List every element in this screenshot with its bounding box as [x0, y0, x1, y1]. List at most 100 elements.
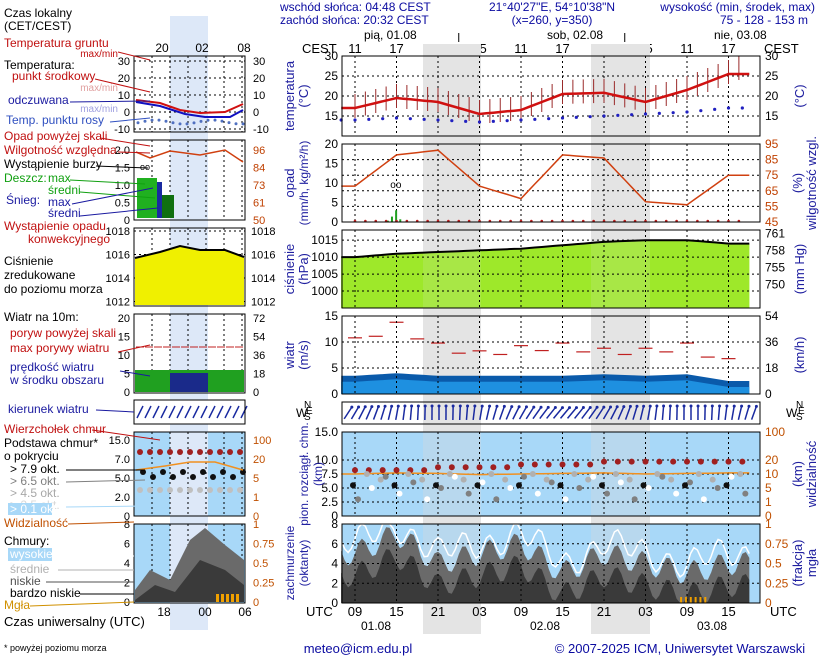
wind-arrow-head — [357, 405, 361, 409]
mini-cloud-top — [187, 449, 193, 455]
cover-tick-left: 6 — [331, 537, 338, 551]
day-label: sob, 02.08 — [547, 28, 603, 42]
cest-label-right: CEST — [764, 41, 799, 56]
cloud-top-point — [393, 467, 400, 474]
cloud-base-point — [479, 479, 486, 486]
pressure-axis-title: ciśnienie — [282, 244, 297, 295]
cloud-top-point — [462, 464, 469, 471]
cloud-top-point — [518, 461, 524, 468]
legend-temperature: Temperatura: — [4, 58, 75, 72]
cloud-base-point — [682, 482, 688, 489]
mini-cloud-base — [220, 469, 226, 475]
mini-pressure-tick-right: 1012 — [251, 297, 275, 309]
mini-cover-tick: 8 — [124, 519, 130, 531]
wind-arrow-head — [642, 404, 646, 408]
mini-dewpoint-point — [213, 118, 217, 122]
cloud-panel-frame — [341, 431, 761, 517]
cloud-base-point — [548, 479, 555, 486]
wind-arrow-head — [350, 405, 354, 409]
mini-pressure-area — [135, 246, 244, 305]
precip-panel-bg — [342, 144, 760, 222]
cloud-base-point — [396, 490, 403, 497]
utc-date: 01.08 — [361, 619, 391, 633]
cloud-base-point — [626, 476, 633, 483]
wind-tick-right: 0 — [765, 387, 772, 401]
visibility-tick: 10 — [765, 467, 779, 481]
cloud-base-point — [368, 485, 375, 491]
mini-wind-arrow — [136, 405, 144, 419]
legend-rain-max: max — [48, 171, 71, 185]
legend-high: wysokie — [9, 547, 53, 561]
mini-dewpoint-point — [206, 118, 210, 122]
mini-wind-tick-right: 0 — [253, 387, 259, 399]
mini-pressure-tick: 1018 — [106, 226, 130, 238]
mini-pressure-tick: 1014 — [106, 273, 130, 285]
mini-visibility-tick: 100 — [253, 435, 271, 447]
mini-precip-tick: 1.0 — [115, 180, 130, 192]
precip-axis-unit: (mm/h, kg/m²/h) — [297, 141, 311, 226]
temp-tick-right: 20 — [765, 89, 779, 103]
humidity-tick: 65 — [765, 184, 779, 198]
dewpoint-point — [450, 119, 454, 123]
wind-arrow-head — [430, 404, 434, 408]
mini-cloud-base-light — [187, 487, 193, 493]
cloud-base-point — [382, 473, 389, 480]
cloud-top-point — [697, 458, 704, 465]
wind-arrow — [492, 406, 498, 420]
mini-humidity-line — [135, 149, 244, 163]
cloud-base-point — [391, 482, 398, 489]
mini-fog-bar — [216, 594, 219, 602]
humidity-axis-unit: (%) — [790, 173, 805, 193]
cloud-base-point — [419, 476, 426, 483]
legend-connector — [91, 429, 161, 441]
precip-tick: 0 — [331, 215, 338, 229]
wind-arrow-head — [662, 404, 666, 408]
mini-cover-tick: 6 — [124, 539, 130, 551]
dewpoint-point — [422, 117, 426, 121]
precip-panel-frame — [341, 143, 761, 223]
utc-date: 02.08 — [530, 619, 560, 633]
fog-bar — [699, 597, 702, 603]
legend-conv2: konwekcyjnego — [28, 232, 110, 246]
fog-tick: 0.25 — [765, 576, 789, 590]
legend-clouds: Chmury: — [4, 534, 49, 548]
legend-midpoint: punkt środkowy — [12, 69, 95, 83]
visibility-tick: 5 — [765, 481, 772, 495]
mini-wind-arrow — [152, 405, 160, 419]
cloud-base-point — [700, 496, 707, 503]
wind-arrow — [581, 406, 591, 420]
cloud-base-point — [654, 471, 661, 477]
mini-precip-tick: 2.0 — [115, 145, 130, 157]
mini-cloud-base-light — [197, 487, 203, 493]
legend-utc-tick: 18 — [157, 605, 171, 619]
wind-arrow-head — [553, 406, 557, 410]
mini-humidity-tick: 61 — [253, 198, 265, 210]
cest-tick: 11 — [348, 41, 362, 56]
cover-tick-left: 4 — [331, 557, 338, 571]
mini-wind-arrow — [176, 405, 184, 419]
pressure-axis-unit: (hPa) — [296, 253, 311, 285]
wind-arrow — [479, 405, 483, 421]
cloud-base-point — [534, 490, 541, 497]
wind-arrow-head — [725, 404, 729, 408]
compass-w-right: W — [786, 406, 798, 420]
legend-visibility: Widzialność — [4, 516, 68, 530]
wind-arrow-head — [376, 404, 380, 408]
temp-panel-frame — [341, 55, 761, 137]
wind-tick-right: 18 — [765, 361, 779, 375]
mini-dewpoint-point — [220, 119, 224, 123]
wind-arrow-head — [502, 404, 506, 408]
dewpoint-point — [699, 109, 703, 113]
wind-arrow-head — [609, 405, 613, 409]
day-label: pią, 01.08 — [364, 28, 417, 42]
sunrise-text: wschód słońca: 04:48 CEST — [279, 0, 431, 14]
mini-dewpoint-point — [227, 121, 231, 125]
mini-cloud-base — [150, 474, 156, 480]
temp-tick-left: 25 — [325, 69, 339, 83]
cloud-base-point — [529, 471, 536, 477]
cloud-base-point — [474, 482, 481, 489]
wind-arrow-head — [622, 405, 626, 409]
wind-arrow-head — [488, 404, 492, 408]
mini-cover-tick: 4 — [124, 558, 130, 570]
mini-cloud-base — [170, 474, 176, 480]
